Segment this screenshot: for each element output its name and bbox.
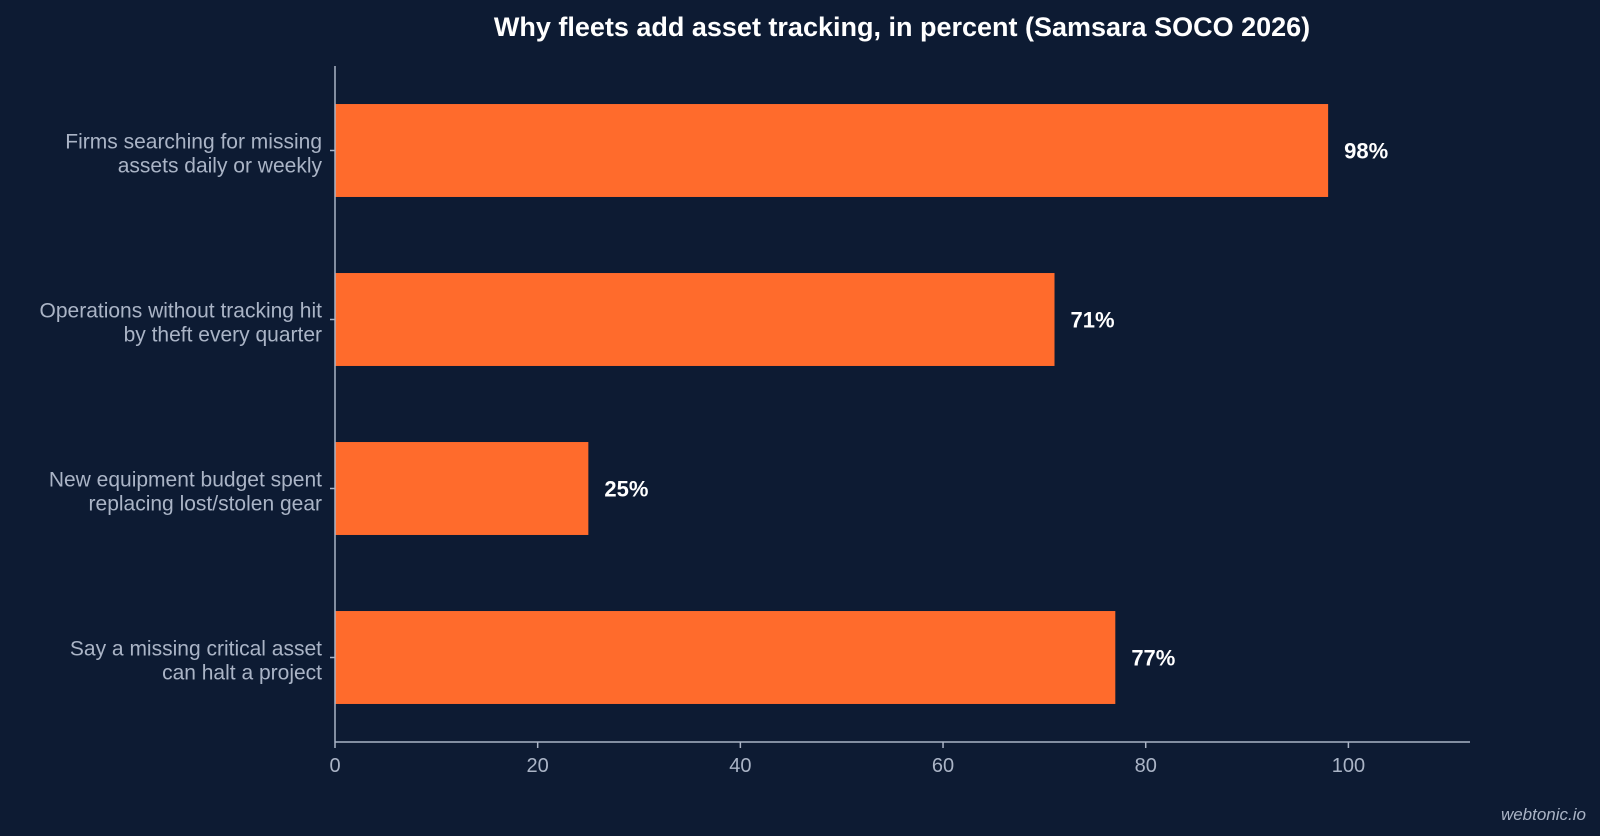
category-label-4-line-1: Say a missing critical asset (70, 638, 322, 661)
x-tick-label-60: 60 (932, 755, 954, 777)
x-tick-label-0: 0 (329, 755, 340, 777)
plot-area: 98% Firms searching for missing assets dai… (40, 66, 1470, 777)
x-tick-label-20: 20 (527, 755, 549, 777)
bar-1 (335, 104, 1329, 197)
x-tick-label-40: 40 (729, 755, 751, 777)
category-label-2-line-2: by theft every quarter (124, 324, 322, 347)
value-label-1: 98% (1344, 139, 1388, 164)
bar-4 (335, 611, 1116, 704)
category-label-3-line-2: replacing lost/stolen gear (89, 493, 322, 516)
x-tick-label-80: 80 (1135, 755, 1157, 777)
value-label-2: 71% (1071, 308, 1115, 333)
bar-2 (335, 273, 1055, 366)
bar-3 (335, 442, 589, 535)
category-label-2: Operations without tracking hit by theft … (40, 300, 323, 347)
category-label-1-line-2: assets daily or weekly (118, 155, 323, 178)
value-label-3: 25% (604, 477, 648, 502)
category-label-4-line-2: can halt a project (162, 662, 322, 685)
category-label-1-line-1: Firms searching for missing (65, 131, 322, 154)
category-label-3-line-1: New equipment budget spent (49, 469, 322, 492)
category-label-4: Say a missing critical asset can halt a p… (70, 638, 322, 685)
x-tick-label-100: 100 (1332, 755, 1365, 777)
category-label-3: New equipment budget spent replacing lost… (49, 469, 322, 516)
category-label-1: Firms searching for missing assets daily … (65, 131, 322, 178)
value-label-4: 77% (1131, 646, 1175, 671)
chart-title: Why fleets add asset tracking, in percen… (494, 12, 1310, 42)
category-label-2-line-1: Operations without tracking hit (40, 300, 323, 323)
